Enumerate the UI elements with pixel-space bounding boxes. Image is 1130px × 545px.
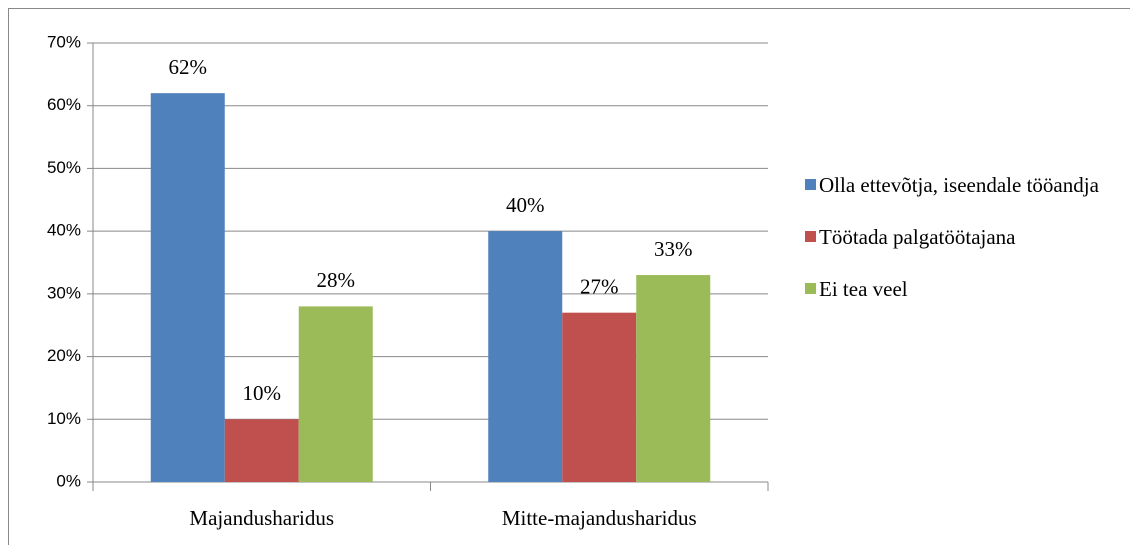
bar [298, 306, 373, 482]
legend-label: Olla ettevõtja, iseendale tööandja [819, 173, 1099, 197]
legend-item: Ei tea veel [805, 274, 1125, 304]
bar [562, 312, 637, 482]
y-tick-label: 60% [47, 95, 81, 114]
data-label: 28% [317, 268, 356, 292]
bar [150, 93, 225, 483]
y-tick-label: 20% [47, 346, 81, 365]
x-tick-label: Majandusharidus [189, 506, 334, 530]
legend: Olla ettevõtja, iseendale tööandja Töötad… [805, 170, 1125, 326]
legend-label: Töötada palgatöötajana [819, 225, 1016, 249]
y-tick-label: 40% [47, 221, 81, 240]
data-label: 40% [506, 193, 545, 217]
legend-swatch [805, 283, 816, 294]
y-tick-label: 70% [47, 32, 81, 51]
data-label: 33% [654, 237, 693, 261]
x-tick-label: Mitte-majandusharidus [502, 506, 697, 530]
y-tick-label: 10% [47, 409, 81, 428]
bar [224, 419, 299, 482]
legend-swatch [805, 179, 816, 190]
legend-label: Ei tea veel [819, 277, 908, 301]
y-tick-label: 50% [47, 158, 81, 177]
legend-item: Olla ettevõtja, iseendale tööandja [805, 170, 1125, 200]
data-label: 10% [243, 381, 282, 405]
bar [488, 231, 563, 482]
bar [636, 275, 711, 482]
data-label: 27% [580, 274, 619, 298]
y-tick-label: 0% [56, 471, 81, 490]
chart-frame [8, 8, 1130, 545]
y-tick-label: 30% [47, 283, 81, 302]
legend-swatch [805, 231, 816, 242]
data-label: 62% [169, 55, 208, 79]
legend-item: Töötada palgatöötajana [805, 222, 1125, 252]
